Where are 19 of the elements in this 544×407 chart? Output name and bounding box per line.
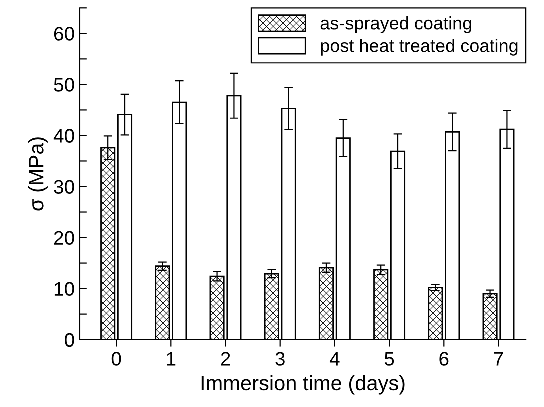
y-tick-label: 20 (54, 231, 74, 246)
legend-label: as-sprayed coating (320, 16, 472, 34)
x-tick-label: 4 (330, 352, 340, 366)
y-tick-label: 40 (54, 129, 74, 143)
y-tick-label: 60 (54, 27, 74, 41)
x-tick-label: 2 (221, 352, 230, 366)
y-tick-label: 50 (54, 78, 74, 92)
x-tick-label: 1 (167, 352, 176, 366)
y-tick-label: 30 (54, 180, 74, 194)
x-axis-title: Immersion time (days) (202, 375, 405, 395)
legend-label: post heat treated coating (321, 39, 518, 56)
x-tick-label: 5 (384, 352, 394, 366)
y-tick-label: 10 (54, 282, 74, 296)
x-tick-label: 3 (276, 352, 285, 366)
x-tick-label: 7 (494, 352, 504, 366)
x-tick-label: 0 (112, 352, 122, 366)
y-axis-title: σ (MPa) (28, 138, 48, 211)
x-tick-label: 6 (440, 352, 449, 366)
y-tick-label: 0 (65, 333, 74, 348)
